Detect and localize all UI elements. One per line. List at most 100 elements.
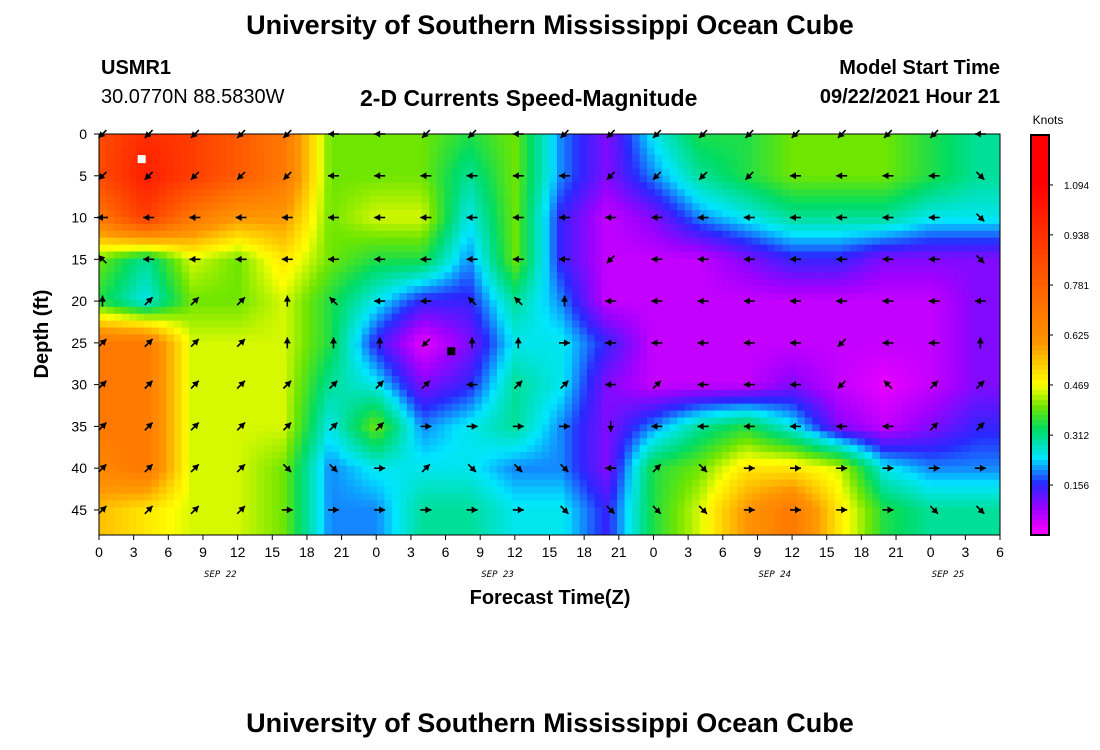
heatmap-cell [984,410,994,419]
heatmap-cell [234,306,243,315]
heatmap-cell [234,140,243,149]
heatmap-cell [181,230,190,239]
heatmap-cell [827,327,836,336]
heatmap-cell [511,258,521,266]
heatmap-cell [331,258,340,266]
heatmap-cell [271,334,280,343]
heatmap-cell [331,341,340,349]
heatmap-cell [602,362,611,370]
heatmap-cell [677,348,686,356]
heatmap-cell [759,168,768,177]
heatmap-cell [196,175,205,183]
heatmap-cell [684,355,693,363]
heatmap-cell [744,279,753,287]
heatmap-cell [692,196,701,204]
heatmap-cell [504,223,513,232]
heatmap-cell [669,341,678,349]
heatmap-cell [872,134,881,142]
heatmap-cell [857,140,866,149]
heatmap-cell [977,306,986,315]
heatmap-cell [354,286,363,294]
heatmap-cell [309,147,318,156]
heatmap-cell [654,251,663,260]
heatmap-cell [114,134,123,142]
heatmap-cell [969,369,979,377]
heatmap-cell [256,341,265,349]
heatmap-cell [834,230,843,239]
heatmap-cell [947,313,956,322]
page-title: University of Southern Mississippi Ocean… [246,10,854,40]
heatmap-cell [827,382,836,391]
heatmap-cell [264,320,273,329]
heatmap-cell [662,279,671,287]
heatmap-cell [204,334,213,343]
heatmap-cell [129,286,138,294]
heatmap-cell [684,396,693,405]
heatmap-cell [864,362,873,370]
heatmap-cell [549,306,558,315]
heatmap-cell [481,203,491,211]
heatmap-cell [579,334,588,343]
heatmap-cell [737,410,746,419]
heatmap-cell [714,293,723,301]
heatmap-cell [969,286,979,294]
heatmap-cell [481,299,491,308]
heatmap-cell [511,341,521,349]
heatmap-cell [917,286,926,294]
heatmap-cell [369,382,378,391]
heatmap-cell [121,161,130,170]
heatmap-cell [504,320,513,329]
heatmap-cell [391,320,400,329]
heatmap-cell [849,258,858,266]
heatmap-cell [827,362,836,370]
heatmap-cell [331,154,340,163]
heatmap-cell [444,299,453,308]
heatmap-cell [992,251,1000,260]
heatmap-cell [684,341,693,349]
heatmap-cell [549,403,558,412]
heatmap-cell [421,154,430,163]
heatmap-cell [639,196,648,204]
heatmap-cell [954,403,964,412]
heatmap-cell [557,175,566,183]
heatmap-cell [316,341,325,349]
heatmap-cell [271,258,280,266]
heatmap-cell [737,341,746,349]
heatmap-cell [557,182,566,190]
heatmap-cell [902,175,911,183]
heatmap-cell [647,389,656,398]
heatmap-cell [249,265,258,273]
heatmap-cell [594,223,603,232]
heatmap-cell [594,327,603,336]
heatmap-cell [932,161,941,170]
heatmap-cell [369,334,378,343]
heatmap-cell [219,355,228,363]
heatmap-cell [707,175,716,183]
heatmap-cell [812,140,821,149]
heatmap-cell [587,341,596,349]
heatmap-cell [992,355,1000,363]
heatmap-cell [842,272,851,280]
heatmap-cell [196,189,205,197]
heatmap-cell [632,237,641,246]
heatmap-cell [962,348,971,356]
heatmap-cell [271,134,280,142]
heatmap-cell [309,348,318,356]
heatmap-cell [587,306,596,315]
heatmap-cell [549,189,558,197]
heatmap-cell [414,417,423,425]
heatmap-cell [376,182,385,190]
heatmap-cell [174,272,183,280]
heatmap-cell [399,216,408,225]
heatmap-cell [309,134,318,142]
heatmap-cell [286,140,295,149]
heatmap-cell [129,223,138,232]
heatmap-cell [864,175,873,183]
heatmap-cell [932,258,941,266]
heatmap-cell [99,134,108,142]
heatmap-cell [249,140,258,149]
heatmap-cell [249,244,258,253]
heatmap-cell [519,244,528,253]
heatmap-cell [729,362,738,370]
heatmap-cell [917,382,926,391]
